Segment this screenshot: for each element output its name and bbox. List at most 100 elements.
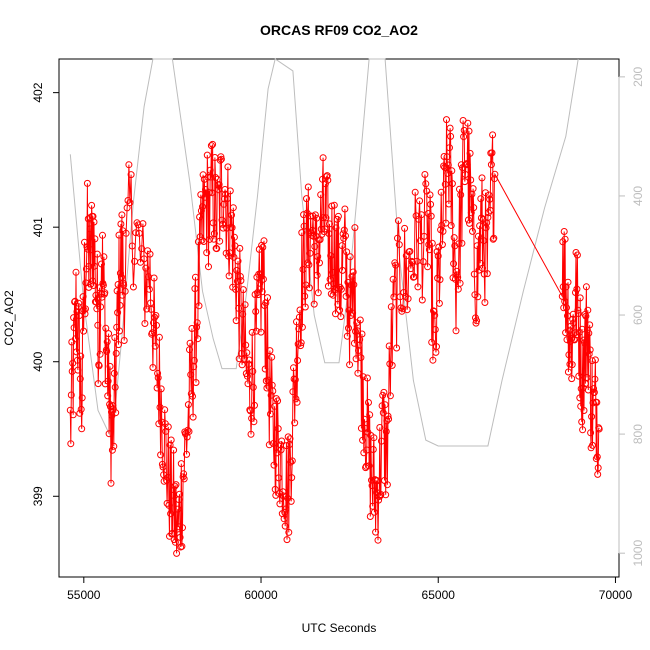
co2-point [168, 529, 176, 537]
co2-point [352, 355, 360, 363]
co2-point [243, 372, 251, 380]
co2-point [400, 289, 408, 296]
co2-point [383, 481, 391, 489]
co2-point [81, 310, 89, 318]
co2-point [363, 446, 371, 454]
x-tick-label: 65000 [422, 588, 456, 602]
co2-point [234, 257, 242, 265]
co2-point [73, 348, 80, 356]
co2-point [79, 293, 87, 301]
co2-point [203, 249, 211, 257]
co2-point [380, 388, 388, 396]
co2-point [299, 265, 307, 273]
co2-point [563, 336, 571, 344]
co2-point [334, 212, 342, 220]
co2-point [477, 195, 485, 203]
co2-point [184, 401, 192, 409]
co2-point [110, 442, 118, 450]
co2-point [326, 220, 333, 228]
co2-point [245, 356, 253, 364]
co2-point [213, 245, 221, 253]
co2-point [88, 201, 96, 209]
co2-point [252, 308, 260, 315]
co2-point [559, 283, 567, 291]
co2-point [86, 225, 94, 233]
co2-point [366, 411, 374, 419]
co2-point [427, 212, 435, 220]
co2-point [490, 175, 498, 183]
co2-point [464, 216, 472, 224]
co2-point [305, 261, 313, 269]
co2-point [132, 229, 140, 237]
co2-point [223, 224, 231, 232]
co2-point [406, 247, 414, 255]
co2-point [120, 281, 128, 289]
co2-point [394, 217, 402, 225]
co2-point [278, 437, 286, 445]
co2-point [171, 482, 179, 490]
co2-point [337, 285, 345, 293]
co2-point [573, 251, 581, 259]
co2-point [300, 222, 308, 230]
co2-point [176, 533, 184, 541]
y2-tick-label: 800 [631, 424, 645, 444]
co2-point [561, 297, 569, 305]
co2-point [431, 326, 439, 333]
co2-point [232, 285, 240, 293]
co2-point [491, 170, 499, 178]
co2-point [374, 536, 382, 544]
co2-point [414, 283, 422, 291]
co2-point [298, 323, 306, 331]
co2-point [76, 375, 84, 383]
co2-point [385, 415, 393, 423]
co2-point [393, 344, 401, 352]
co2-point [266, 347, 274, 355]
co2-point [451, 242, 459, 250]
co2-point [85, 262, 93, 270]
co2-point [473, 242, 481, 250]
co2-point [216, 237, 224, 245]
co2-point [568, 361, 576, 369]
co2-point [319, 154, 327, 162]
co2-point [335, 285, 343, 293]
co2-point [107, 479, 115, 487]
co2-point [301, 292, 309, 300]
co2-point [563, 304, 570, 312]
co2-point [373, 477, 381, 485]
co2-point [236, 244, 244, 252]
co2-point [275, 474, 283, 482]
co2-point [151, 313, 159, 321]
co2-point [209, 140, 217, 148]
co2-point [365, 462, 373, 470]
co2-point [426, 191, 434, 199]
co2-point [164, 423, 172, 431]
co2-point [199, 203, 206, 211]
co2-point [192, 379, 200, 386]
co2-point [376, 424, 384, 431]
co2-point [440, 162, 448, 170]
co2-point [229, 204, 237, 212]
co2-point [306, 284, 313, 292]
co2-point [95, 362, 103, 370]
co2-point [383, 417, 391, 425]
co2-point [112, 409, 120, 417]
co2-point [154, 369, 162, 377]
co2-point [109, 402, 117, 410]
co2-point [111, 334, 119, 342]
co2-point [590, 388, 598, 396]
co2-point [178, 542, 186, 550]
co2-point [276, 500, 284, 508]
co2-point [483, 270, 491, 278]
chart-title: ORCAS RF09 CO2_AO2 [260, 22, 418, 38]
co2-point [321, 180, 329, 188]
co2-point [111, 383, 119, 391]
co2-point [295, 325, 303, 333]
co2-point [362, 462, 370, 470]
co2-point [233, 266, 241, 274]
co2-point [212, 174, 219, 181]
co2-point [464, 119, 472, 127]
co2-point [288, 457, 296, 465]
y2-tick-label: 600 [631, 305, 645, 325]
co2-point [350, 281, 358, 289]
co2-point [336, 306, 344, 314]
